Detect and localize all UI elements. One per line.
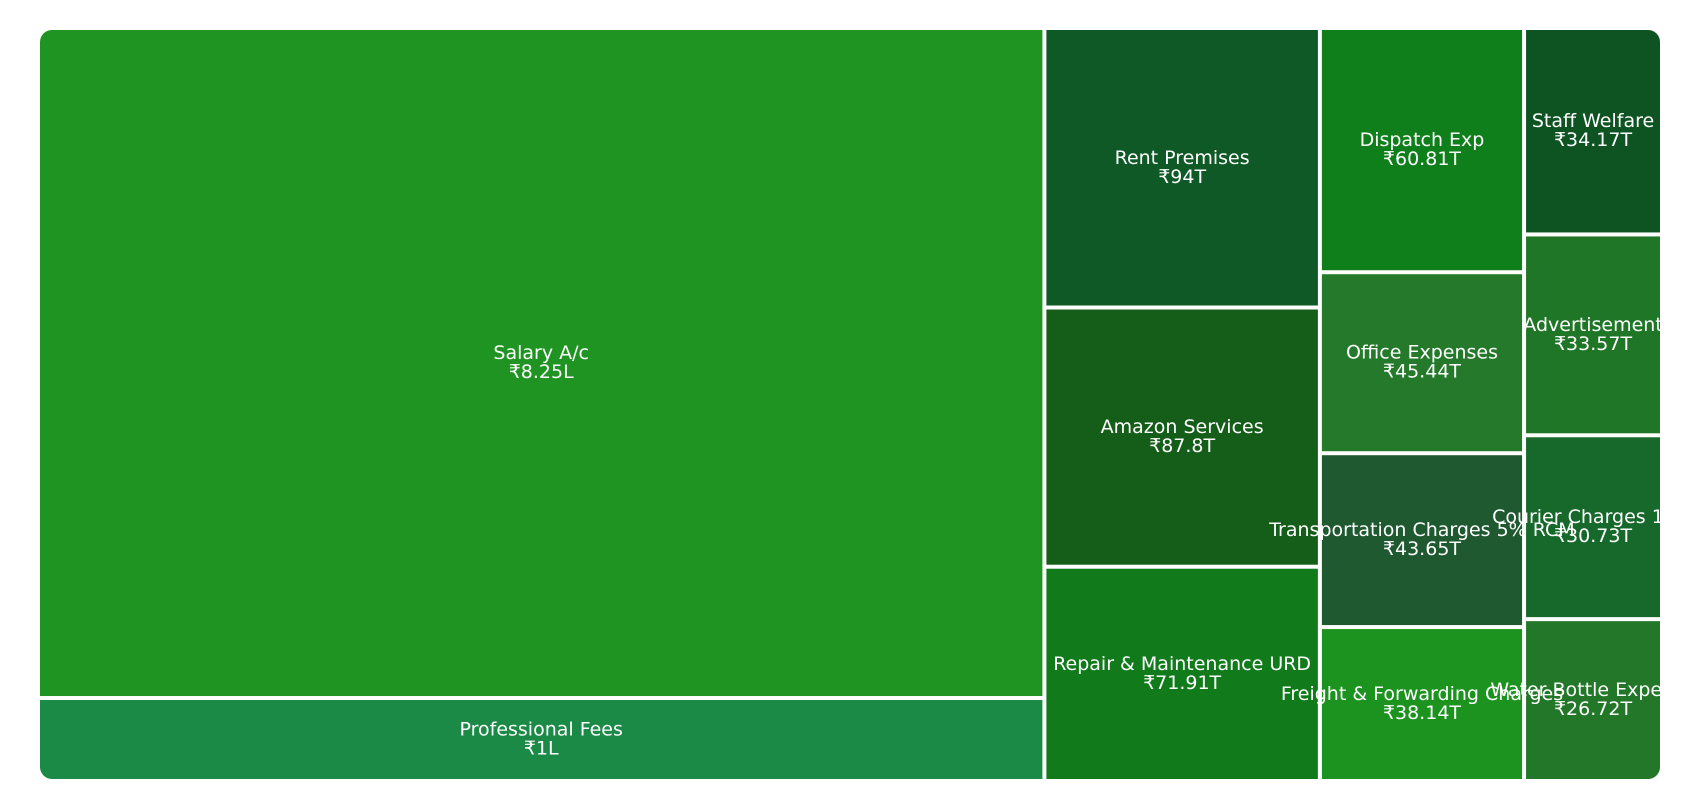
treemap-cell-staff-welfare[interactable] <box>1526 30 1660 233</box>
treemap-label-amazon-services: Amazon Services <box>1101 416 1264 438</box>
treemap-value-advertisement: ₹33.57T <box>1554 333 1632 355</box>
treemap-cell-advertisement[interactable] <box>1526 236 1660 434</box>
treemap-cell-repair-maintenance-urd[interactable] <box>1046 568 1318 779</box>
treemap-label-courier-charges-18: Courier Charges 18% <box>1492 506 1694 528</box>
treemap-cell-salary-a-c[interactable] <box>40 30 1043 697</box>
treemap-value-rent-premises: ₹94T <box>1158 166 1206 188</box>
treemap-label-rent-premises: Rent Premises <box>1115 147 1250 169</box>
treemap-cell-amazon-services[interactable] <box>1046 309 1318 565</box>
treemap-value-amazon-services: ₹87.8T <box>1149 435 1215 457</box>
treemap-value-water-bottle-expense: ₹26.72T <box>1554 698 1632 720</box>
treemap-value-courier-charges-18: ₹30.73T <box>1554 525 1632 547</box>
treemap-value-office-expenses: ₹45.44T <box>1383 361 1461 383</box>
treemap-cell-freight-forwarding-charges[interactable] <box>1321 629 1523 779</box>
treemap-label-advertisement: Advertisement <box>1523 314 1662 336</box>
treemap-label-salary-a-c: Salary A/c <box>493 342 589 364</box>
treemap-cell-transportation-charges-5-rcm[interactable] <box>1321 455 1523 626</box>
treemap-cell-dispatch-exp[interactable] <box>1321 30 1523 271</box>
treemap-value-transportation-charges-5-rcm: ₹43.65T <box>1383 538 1461 560</box>
treemap-value-freight-forwarding-charges: ₹38.14T <box>1383 702 1461 724</box>
treemap-cell-water-bottle-expense[interactable] <box>1526 621 1660 779</box>
treemap-label-water-bottle-expense: Water Bottle Expense <box>1490 679 1695 701</box>
treemap-cell-courier-charges-18[interactable] <box>1526 437 1660 618</box>
treemap-cell-rent-premises[interactable] <box>1046 30 1318 306</box>
treemap-label-freight-forwarding-charges: Freight & Forwarding Charges <box>1281 683 1563 705</box>
treemap-value-dispatch-exp: ₹60.81T <box>1383 148 1461 170</box>
treemap-label-dispatch-exp: Dispatch Exp <box>1360 129 1485 151</box>
treemap-value-professional-fees: ₹1L <box>524 738 559 760</box>
treemap-label-staff-welfare: Staff Welfare <box>1532 110 1654 132</box>
treemap-label-professional-fees: Professional Fees <box>459 719 622 741</box>
treemap-value-salary-a-c: ₹8.25L <box>509 361 574 383</box>
treemap-value-staff-welfare: ₹34.17T <box>1554 129 1632 151</box>
treemap-cell-professional-fees[interactable] <box>40 700 1043 779</box>
treemap-value-repair-maintenance-urd: ₹71.91T <box>1143 672 1221 694</box>
treemap-cell-office-expenses[interactable] <box>1321 274 1523 452</box>
treemap-label-office-expenses: Office Expenses <box>1346 342 1498 364</box>
treemap-label-repair-maintenance-urd: Repair & Maintenance URD <box>1053 653 1311 675</box>
treemap-label-transportation-charges-5-rcm: Transportation Charges 5% RCM <box>1268 519 1574 541</box>
